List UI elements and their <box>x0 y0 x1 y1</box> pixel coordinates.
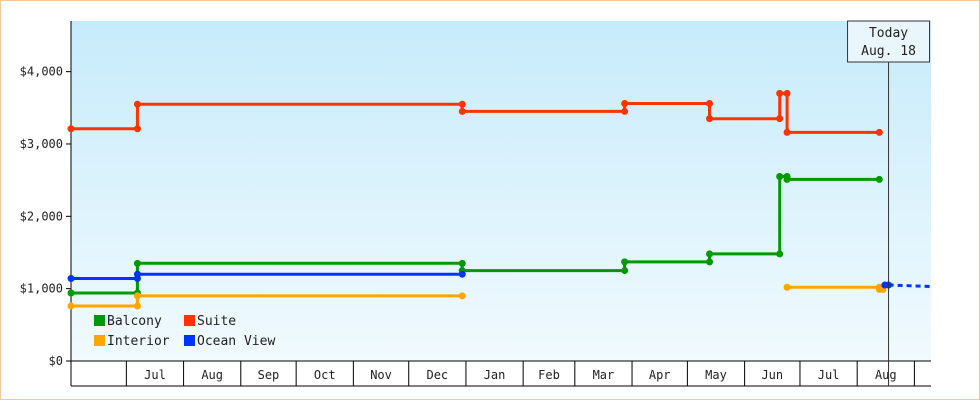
data-point-suite <box>875 128 883 136</box>
data-point-balcony <box>67 289 75 297</box>
legend-swatch-interior <box>94 335 105 346</box>
legend-label-suite: Suite <box>197 314 236 329</box>
legend-swatch-suite <box>184 315 195 326</box>
x-tick-label: Aug <box>201 368 223 382</box>
data-point-balcony <box>458 259 466 267</box>
data-point-interior <box>133 302 141 310</box>
x-tick-label: Dec <box>426 368 448 382</box>
series-line-interior <box>71 294 463 308</box>
y-tick-label: $4,000 <box>20 65 63 79</box>
x-tick-label: Jul <box>144 368 166 382</box>
data-point-balcony <box>875 175 883 183</box>
data-point-ocean-view <box>458 270 466 278</box>
x-tick-label: Aug <box>875 368 897 382</box>
data-point-balcony <box>621 267 629 275</box>
data-point-suite <box>783 89 791 97</box>
data-point-balcony <box>621 258 629 266</box>
data-point-ocean-view <box>67 275 75 283</box>
legend-label-ocean-view: Ocean View <box>197 334 275 349</box>
data-point-interior <box>133 292 141 300</box>
data-point-suite <box>706 99 714 107</box>
today-label: Today <box>869 26 908 41</box>
x-tick-label: Apr <box>649 368 671 382</box>
data-point-balcony <box>783 175 791 183</box>
data-point-balcony <box>706 258 714 266</box>
data-point-interior <box>783 283 791 291</box>
data-point-interior <box>67 302 75 310</box>
data-point-suite <box>621 99 629 107</box>
data-point-ocean-view <box>133 270 141 278</box>
data-point-suite <box>133 125 141 133</box>
x-tick-label: Sep <box>258 368 280 382</box>
x-tick-label: Oct <box>314 368 336 382</box>
data-point-balcony <box>133 259 141 267</box>
y-tick-label: $3,000 <box>20 137 63 151</box>
x-tick-label: Jun <box>761 368 783 382</box>
legend-swatch-balcony <box>94 315 105 326</box>
data-point-suite <box>776 115 784 123</box>
data-point-interior <box>458 292 466 300</box>
x-tick-label: Feb <box>538 368 560 382</box>
today-date: Aug. 18 <box>861 44 916 59</box>
data-point-suite <box>621 107 629 115</box>
data-point-balcony <box>776 250 784 258</box>
x-tick-label: Jul <box>818 368 840 382</box>
today-box <box>847 20 931 63</box>
x-tick-label: Nov <box>370 368 392 382</box>
data-point-suite <box>783 128 791 136</box>
y-tick-label: $0 <box>49 354 63 368</box>
data-point-suite <box>458 100 466 108</box>
projection-line-ocean-view <box>888 283 932 288</box>
data-point-suite <box>706 115 714 123</box>
data-point-suite <box>776 89 784 97</box>
data-point-suite <box>133 100 141 108</box>
y-tick-label: $1,000 <box>20 282 63 296</box>
x-tick-label: Jan <box>484 368 506 382</box>
x-tick-label: Mar <box>593 368 615 382</box>
data-point-balcony <box>776 173 784 181</box>
plot-background <box>71 21 931 361</box>
legend-label-interior: Interior <box>107 334 170 349</box>
data-point-balcony <box>706 250 714 258</box>
data-point-suite <box>67 125 75 133</box>
data-point-suite <box>458 107 466 115</box>
y-tick-label: $2,000 <box>20 209 63 223</box>
x-tick-label: May <box>705 368 727 382</box>
legend-label-balcony: Balcony <box>107 314 162 329</box>
legend-swatch-ocean-view <box>184 335 195 346</box>
